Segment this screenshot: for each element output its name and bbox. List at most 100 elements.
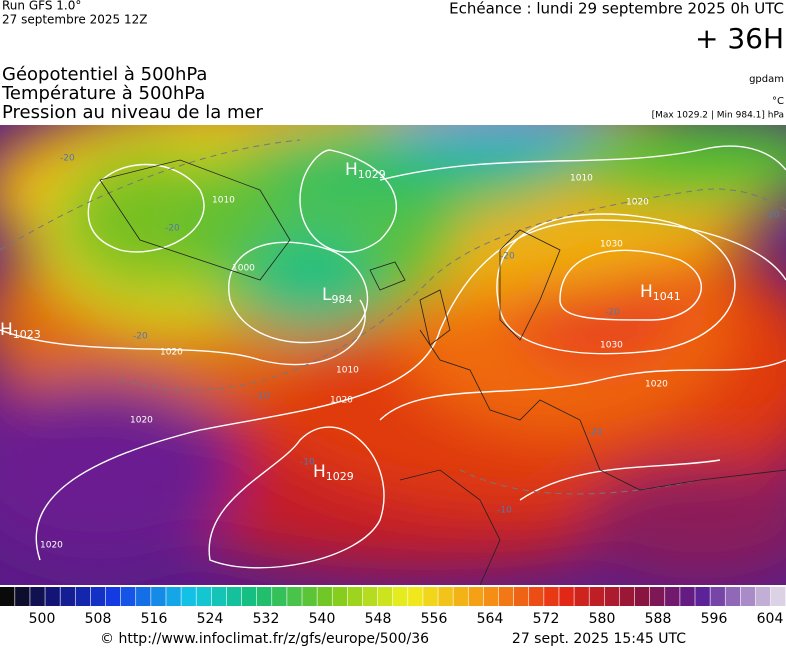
colorbar-swatch <box>226 587 242 606</box>
center-type: H <box>313 462 326 482</box>
field-name: Température à 500hPa <box>1 83 205 104</box>
colorbar-swatch <box>604 587 620 606</box>
center-type: H <box>640 282 653 302</box>
isobar-label: 1020 <box>130 416 153 426</box>
colorbar-swatch <box>196 587 212 606</box>
isotherm-label: -20 <box>588 428 603 438</box>
pressure-center: L984 <box>322 285 352 306</box>
colorbar-swatch <box>574 587 589 606</box>
colorbar-swatch <box>680 587 695 606</box>
colorbar-swatch <box>755 587 771 606</box>
colorbar-swatch <box>181 587 196 606</box>
colorbar-swatch <box>393 587 408 606</box>
isobar-label: 1020 <box>160 348 183 358</box>
colorbar-swatch <box>377 587 393 606</box>
colorbar-swatch <box>120 587 136 606</box>
isobar-label: 1000 <box>232 264 255 274</box>
isotherm-label: -20 <box>165 224 180 234</box>
isobar-label: 1030 <box>600 341 623 351</box>
colorbar-label: 532 <box>253 611 280 627</box>
colorbar-label: 572 <box>533 611 560 627</box>
isobar-label: 1010 <box>212 196 235 206</box>
run: Run GFS 1.0° <box>2 0 81 13</box>
pressure-center: H1023 <box>0 320 41 341</box>
pressure-center: H1029 <box>345 160 386 181</box>
isobar-label: 1020 <box>626 198 649 208</box>
lead-time: + 36H <box>695 22 784 55</box>
colorbar-swatch <box>710 587 725 606</box>
valid-time: Echéance : lundi 29 septembre 2025 0h UT… <box>449 0 784 18</box>
field-name: Pression au niveau de la mer <box>2 102 264 123</box>
center-pressure: 1029 <box>358 168 386 181</box>
colorbar-swatch <box>634 587 650 606</box>
colorbar-swatch <box>589 587 605 606</box>
isotherm-label: -20 <box>60 154 75 164</box>
colorbar-swatch <box>362 587 378 606</box>
colorbar-swatch <box>453 587 468 606</box>
unit: gpdam <box>749 74 784 85</box>
run-date: 27 septembre 2025 12Z <box>2 13 147 27</box>
colorbar-label: 540 <box>309 611 336 627</box>
center-pressure: 1023 <box>13 328 41 341</box>
unit: [Max 1029.2 | Min 984.1] hPa <box>652 111 784 121</box>
colorbar-swatch <box>0 587 15 606</box>
colorbar-label: 596 <box>701 611 728 627</box>
colorbar-swatch <box>649 587 665 606</box>
colorbar-label: 604 <box>757 611 784 627</box>
colorbar-swatch <box>559 587 574 606</box>
isotherm-label: -10 <box>300 458 315 468</box>
colorbar-swatch <box>483 587 499 606</box>
colorbar-label: 564 <box>477 611 504 627</box>
colorbar-swatch <box>347 587 363 606</box>
colorbar-swatch <box>498 587 514 606</box>
colorbar-swatch <box>15 587 30 606</box>
colorbar-swatch <box>166 587 181 606</box>
source-url: © http://www.infoclimat.fr/z/gfs/europe/… <box>100 631 429 647</box>
colorbar-swatch <box>241 587 257 606</box>
unit: °C <box>772 96 784 107</box>
isobar-label: 1020 <box>330 396 353 406</box>
center-type: L <box>322 285 332 305</box>
colorbar-label: 580 <box>589 611 616 627</box>
colorbar-swatch <box>438 587 453 606</box>
isobar-label: 1030 <box>600 240 623 250</box>
colorbar-swatch <box>665 587 680 606</box>
colorbar-label: 508 <box>85 611 112 627</box>
colorbar-label: 556 <box>421 611 448 627</box>
colorbar-swatch <box>619 587 635 606</box>
field-name: Géopotentiel à 500hPa <box>2 64 207 85</box>
colorbar-swatch <box>287 587 302 606</box>
colorbar-swatch <box>302 587 317 606</box>
colorbar-swatch <box>770 587 786 606</box>
isotherm-label: -10 <box>497 506 512 516</box>
isotherm-label: -20 <box>605 308 620 318</box>
colorbar-swatch <box>695 587 710 606</box>
isobar-label: 1010 <box>336 366 359 376</box>
isobar-label: 1020 <box>40 541 63 551</box>
colorbar-swatch <box>256 587 272 606</box>
colorbar-label: 548 <box>365 611 392 627</box>
colorbar-swatch <box>90 587 106 606</box>
colorbar-swatch <box>272 587 287 606</box>
isotherm-label: -20 <box>133 332 148 342</box>
center-type: H <box>0 320 13 340</box>
colorbar-swatch <box>740 587 756 606</box>
colorbar-swatch <box>529 587 544 606</box>
isotherm-label: -20 <box>765 211 780 221</box>
colorbar-swatch <box>423 587 438 606</box>
center-pressure: 984 <box>331 293 352 306</box>
colorbar-swatch <box>408 587 423 606</box>
colorbar-swatch <box>513 587 529 606</box>
isotherm-label: -20 <box>500 252 515 262</box>
colorbar-swatch <box>151 587 166 606</box>
colorbar-label: 500 <box>29 611 56 627</box>
colorbar-label: 588 <box>645 611 672 627</box>
colorbar-swatch <box>136 587 151 606</box>
isobar-label: 1010 <box>570 174 593 184</box>
colorbar-swatch <box>60 587 75 606</box>
colorbar-swatch <box>544 587 559 606</box>
colorbar-swatch <box>211 587 227 606</box>
colorbar-swatch <box>317 587 332 606</box>
